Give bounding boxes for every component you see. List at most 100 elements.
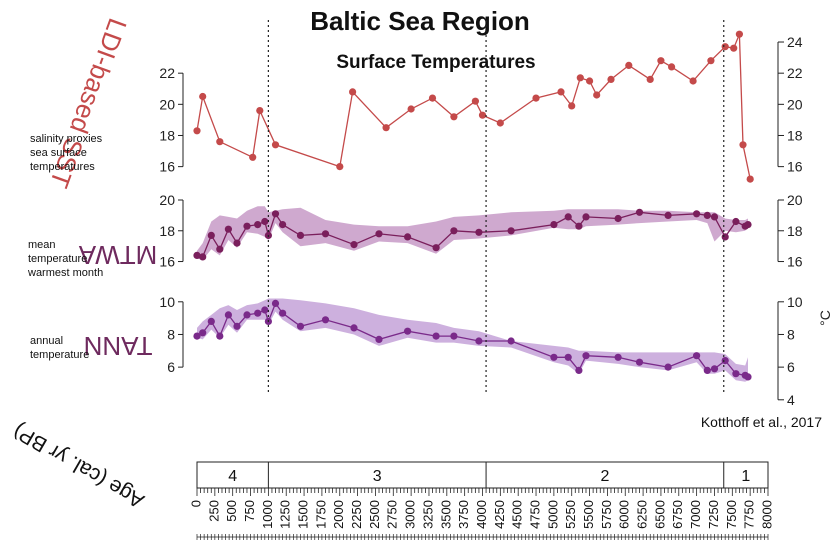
x-tick-label: 2000 bbox=[331, 500, 346, 529]
mtwa-note-line: temperature bbox=[28, 253, 87, 265]
mtwa-point bbox=[635, 208, 644, 216]
x-tick-label: 7750 bbox=[742, 500, 757, 529]
source-credit: Kotthoff et al., 2017 bbox=[701, 414, 822, 430]
x-tick-label: 3500 bbox=[438, 500, 453, 529]
mtwa-point bbox=[199, 253, 207, 261]
mtwa-left-tick-label: 18 bbox=[159, 223, 175, 239]
mtwa-point bbox=[564, 213, 572, 221]
tann-point bbox=[721, 357, 729, 365]
tann-point bbox=[271, 299, 280, 307]
tann-point bbox=[261, 306, 269, 314]
x-tick-label: 1250 bbox=[278, 500, 293, 529]
sst-point bbox=[216, 138, 224, 146]
sst-point bbox=[407, 105, 415, 113]
sst-right-tick-label: 24 bbox=[787, 34, 803, 50]
sst-point bbox=[349, 88, 357, 96]
mtwa-right-tick-label: 18 bbox=[787, 223, 803, 239]
tann-right-tick-label: 8 bbox=[787, 326, 795, 342]
chart-title: Baltic Sea Region bbox=[310, 6, 530, 36]
sst-point bbox=[532, 94, 540, 102]
x-tick-label: 3250 bbox=[420, 500, 435, 529]
x-tick-label: 2500 bbox=[367, 500, 382, 529]
x-tick-label: 500 bbox=[224, 500, 239, 522]
mtwa-point bbox=[296, 231, 305, 239]
tann-left-tick-label: 10 bbox=[159, 294, 175, 310]
x-axis-title: Age (cal. yr BP) bbox=[9, 419, 148, 512]
mtwa-point bbox=[254, 221, 262, 229]
tann-point bbox=[432, 332, 440, 340]
x-tick-label: 0 bbox=[188, 500, 203, 507]
mtwa-point bbox=[507, 227, 515, 235]
tann-point bbox=[507, 337, 515, 345]
mtwa-point bbox=[279, 221, 287, 229]
sst-note-line: salinity proxies bbox=[30, 133, 103, 145]
sst-point bbox=[646, 75, 654, 83]
tann-note-line: temperature bbox=[30, 349, 89, 361]
x-tick-label: 3000 bbox=[403, 500, 418, 529]
tann-point bbox=[233, 322, 241, 330]
mtwa-point bbox=[193, 251, 201, 259]
tann-point bbox=[475, 337, 483, 345]
sst-right-tick-label: 22 bbox=[787, 65, 803, 81]
sst-point bbox=[735, 30, 744, 38]
tann-point bbox=[207, 317, 215, 325]
tann-point bbox=[193, 332, 201, 340]
tann-point bbox=[254, 309, 262, 317]
mtwa-point bbox=[732, 217, 740, 226]
x-tick-label: 7500 bbox=[724, 500, 739, 529]
tann-point bbox=[279, 309, 287, 317]
axes bbox=[178, 20, 784, 540]
mtwa-band bbox=[197, 206, 748, 260]
sst-point bbox=[689, 77, 697, 85]
mtwa-point bbox=[721, 233, 729, 241]
tann-point bbox=[614, 353, 622, 361]
x-tick-label: 6000 bbox=[617, 500, 632, 529]
mtwa-point bbox=[261, 217, 269, 226]
tann-right-tick-label: 10 bbox=[787, 294, 803, 310]
sst-point bbox=[707, 57, 715, 65]
tann-point bbox=[321, 316, 330, 324]
sst-point bbox=[193, 127, 201, 135]
sst-point bbox=[739, 141, 747, 149]
sst-point bbox=[746, 175, 754, 183]
mtwa-left-tick-label: 16 bbox=[159, 254, 175, 270]
tann-axis-title: TANN bbox=[84, 331, 153, 361]
x-tick-label: 1500 bbox=[296, 500, 311, 529]
period-label: 3 bbox=[373, 468, 382, 485]
unit-label: °C bbox=[817, 310, 833, 326]
mtwa-point bbox=[693, 210, 701, 218]
tann-point bbox=[703, 366, 711, 374]
mtwa-point bbox=[475, 228, 483, 236]
sst-point bbox=[336, 163, 344, 171]
tann-note-line: annual bbox=[30, 335, 63, 347]
tann-point bbox=[199, 329, 207, 337]
tann-point bbox=[744, 373, 752, 381]
mtwa-point bbox=[575, 222, 583, 230]
sst-point bbox=[586, 77, 594, 85]
sst-point bbox=[576, 74, 584, 82]
mtwa-right-tick-label: 16 bbox=[787, 254, 803, 270]
sst-point bbox=[199, 92, 207, 101]
x-tick-label: 750 bbox=[242, 500, 257, 522]
sst-right-tick-label: 16 bbox=[787, 159, 803, 175]
sst-left-tick-label: 18 bbox=[159, 127, 175, 143]
mtwa-point bbox=[271, 210, 280, 218]
mtwa-point bbox=[216, 245, 224, 253]
sst-point bbox=[557, 88, 565, 96]
tann-point bbox=[450, 332, 458, 340]
period-label: 2 bbox=[600, 468, 609, 485]
mtwa-point bbox=[582, 213, 590, 221]
x-tick-label: 5250 bbox=[563, 500, 578, 529]
sst-point bbox=[471, 97, 479, 105]
mtwa-point bbox=[432, 244, 440, 252]
x-tick-label: 2750 bbox=[385, 500, 400, 529]
mtwa-point bbox=[350, 241, 358, 249]
x-tick-label: 6750 bbox=[670, 500, 685, 529]
sst-point bbox=[657, 57, 665, 65]
sst-point bbox=[568, 102, 576, 110]
x-tick-label: 5000 bbox=[545, 500, 560, 529]
sst-right-tick-label: 18 bbox=[787, 127, 803, 143]
mtwa-point bbox=[321, 230, 330, 238]
x-tick-label: 5500 bbox=[581, 500, 596, 529]
